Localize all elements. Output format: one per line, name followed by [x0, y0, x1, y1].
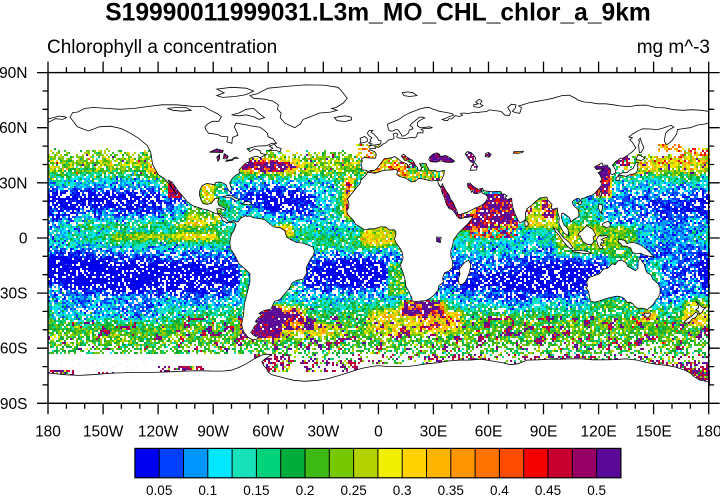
- svg-text:0.45: 0.45: [535, 483, 561, 498]
- svg-text:180: 180: [35, 424, 61, 441]
- svg-text:0.05: 0.05: [146, 483, 172, 498]
- svg-text:30W: 30W: [307, 424, 339, 441]
- svg-text:30E: 30E: [420, 424, 448, 441]
- svg-text:90S: 90S: [0, 396, 28, 413]
- svg-text:90W: 90W: [197, 424, 229, 441]
- svg-text:90E: 90E: [530, 424, 558, 441]
- svg-text:0: 0: [19, 231, 28, 248]
- svg-text:mg m^-3: mg m^-3: [637, 37, 710, 58]
- svg-text:0: 0: [374, 424, 383, 441]
- svg-text:0.3: 0.3: [393, 483, 412, 498]
- svg-text:0.15: 0.15: [243, 483, 269, 498]
- svg-text:60W: 60W: [252, 424, 284, 441]
- svg-text:0.5: 0.5: [587, 483, 606, 498]
- svg-text:120W: 120W: [138, 424, 179, 441]
- svg-text:60S: 60S: [0, 341, 28, 358]
- svg-text:0.1: 0.1: [198, 483, 217, 498]
- svg-text:30N: 30N: [0, 175, 28, 192]
- svg-text:120E: 120E: [580, 424, 616, 441]
- svg-text:S19990011999031.L3m_MO_CHL_chl: S19990011999031.L3m_MO_CHL_chlor_a_9km: [105, 0, 651, 27]
- svg-text:0.35: 0.35: [438, 483, 464, 498]
- svg-text:Chlorophyll a concentration: Chlorophyll a concentration: [47, 37, 277, 58]
- svg-text:0.2: 0.2: [296, 483, 315, 498]
- svg-text:30S: 30S: [0, 286, 28, 303]
- svg-text:0.4: 0.4: [490, 483, 509, 498]
- svg-text:180: 180: [696, 424, 720, 441]
- svg-text:150W: 150W: [83, 424, 124, 441]
- svg-text:60N: 60N: [0, 120, 28, 137]
- svg-text:150E: 150E: [635, 424, 671, 441]
- svg-text:90N: 90N: [0, 65, 28, 82]
- svg-text:0.25: 0.25: [340, 483, 366, 498]
- svg-text:60E: 60E: [475, 424, 503, 441]
